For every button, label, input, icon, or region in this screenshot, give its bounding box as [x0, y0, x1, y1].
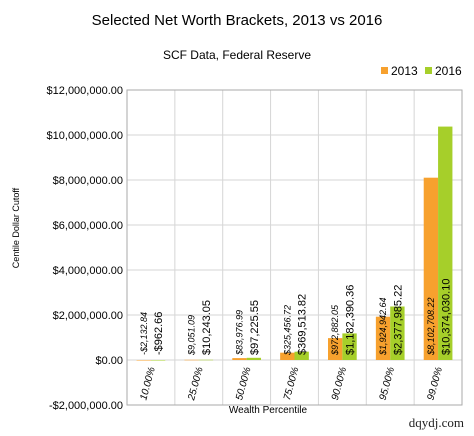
- x-tick-label: 95.00%: [378, 366, 397, 402]
- y-tick-label: $0.00: [95, 355, 123, 367]
- bar-label-2016: $1,182,390.36: [345, 285, 357, 355]
- bar-label-2013: $9,051.09: [187, 315, 197, 356]
- x-tick-label: 90.00%: [330, 366, 349, 402]
- bar-2013: [280, 352, 295, 360]
- bar-2013: [375, 316, 391, 360]
- y-axis-label: Centile Dollar Cutoff: [11, 187, 21, 268]
- bar-2013: [184, 359, 199, 361]
- y-tick-label: $8,000,000.00: [53, 175, 123, 187]
- bar-2016: [294, 351, 309, 360]
- bar-label-2013: -$2,132.84: [139, 312, 149, 355]
- bar-labels: -$2,132.84 -$962.66 $9,051.09 $10,243.05 $83…: [139, 279, 453, 356]
- x-tick-label: 99.00%: [426, 366, 445, 402]
- bar-2016: [342, 333, 357, 360]
- legend-swatch-2013: [381, 67, 388, 74]
- bar-label-2016: -$962.66: [153, 312, 165, 355]
- x-tick-label: 50.00%: [234, 366, 253, 402]
- legend-swatch-2016: [425, 67, 432, 74]
- y-tick-label: $6,000,000.00: [53, 220, 123, 232]
- x-tick-label: 25.00%: [186, 366, 206, 403]
- bar-2016: [198, 359, 214, 361]
- chart-title: Selected Net Worth Brackets, 2013 vs 201…: [92, 12, 383, 29]
- y-tick-label: -$2,000,000.00: [49, 400, 123, 412]
- x-tick-label: 75.00%: [282, 366, 301, 402]
- bar-2016: [246, 357, 261, 360]
- bar-label-2016: $10,243.05: [201, 300, 213, 355]
- bar-2013: [232, 358, 247, 360]
- bar-label-2016: $97,225.55: [249, 300, 261, 355]
- bar-label-2016: $369,513.82: [297, 294, 309, 355]
- y-axis-ticks: -$2,000,000.00 $0.00 $2,000,000.00 $4,000,0…: [47, 85, 123, 412]
- bar-label-2016: $2,377,985.22: [392, 285, 404, 355]
- bar-label-2013: $8,102,708.22: [426, 297, 436, 356]
- bar-2013: [136, 360, 151, 361]
- bar-2013: [423, 177, 439, 360]
- bar-2016: [390, 306, 405, 360]
- plot-frame: [126, 89, 463, 406]
- bar-label-2013: $83,976.99: [234, 310, 244, 356]
- watermark: dqydj.com: [409, 415, 464, 430]
- bar-label-2013: $325,456.72: [282, 305, 292, 356]
- y-tick-label: $10,000,000.00: [47, 130, 123, 142]
- y-tick-label: $12,000,000.00: [47, 85, 123, 97]
- bar-label-2016: $10,374,030.10: [440, 279, 452, 355]
- y-tick-label: $4,000,000.00: [53, 265, 123, 277]
- legend-label-2013: 2013: [391, 64, 418, 78]
- chart-subtitle: SCF Data, Federal Reserve: [163, 48, 311, 62]
- legend-label-2016: 2016: [435, 64, 462, 78]
- bar-2013: [328, 338, 343, 360]
- y-tick-label: $2,000,000.00: [53, 310, 123, 322]
- bar-label-2013: $972,882.05: [330, 304, 340, 356]
- bar-2016: [150, 360, 166, 361]
- x-axis-label: Wealth Percentile: [229, 405, 308, 416]
- bar-2016: [438, 126, 453, 360]
- bars: [136, 126, 453, 361]
- bar-label-2013: $1,924,942.64: [378, 297, 388, 356]
- legend: 2013 2016: [381, 64, 462, 78]
- gridlines: [127, 89, 462, 406]
- x-axis-ticks: 10.00% 25.00% 50.00% 75.00% 90.00% 95.00% 99.0…: [138, 366, 445, 403]
- x-tick-label: 10.00%: [138, 366, 157, 402]
